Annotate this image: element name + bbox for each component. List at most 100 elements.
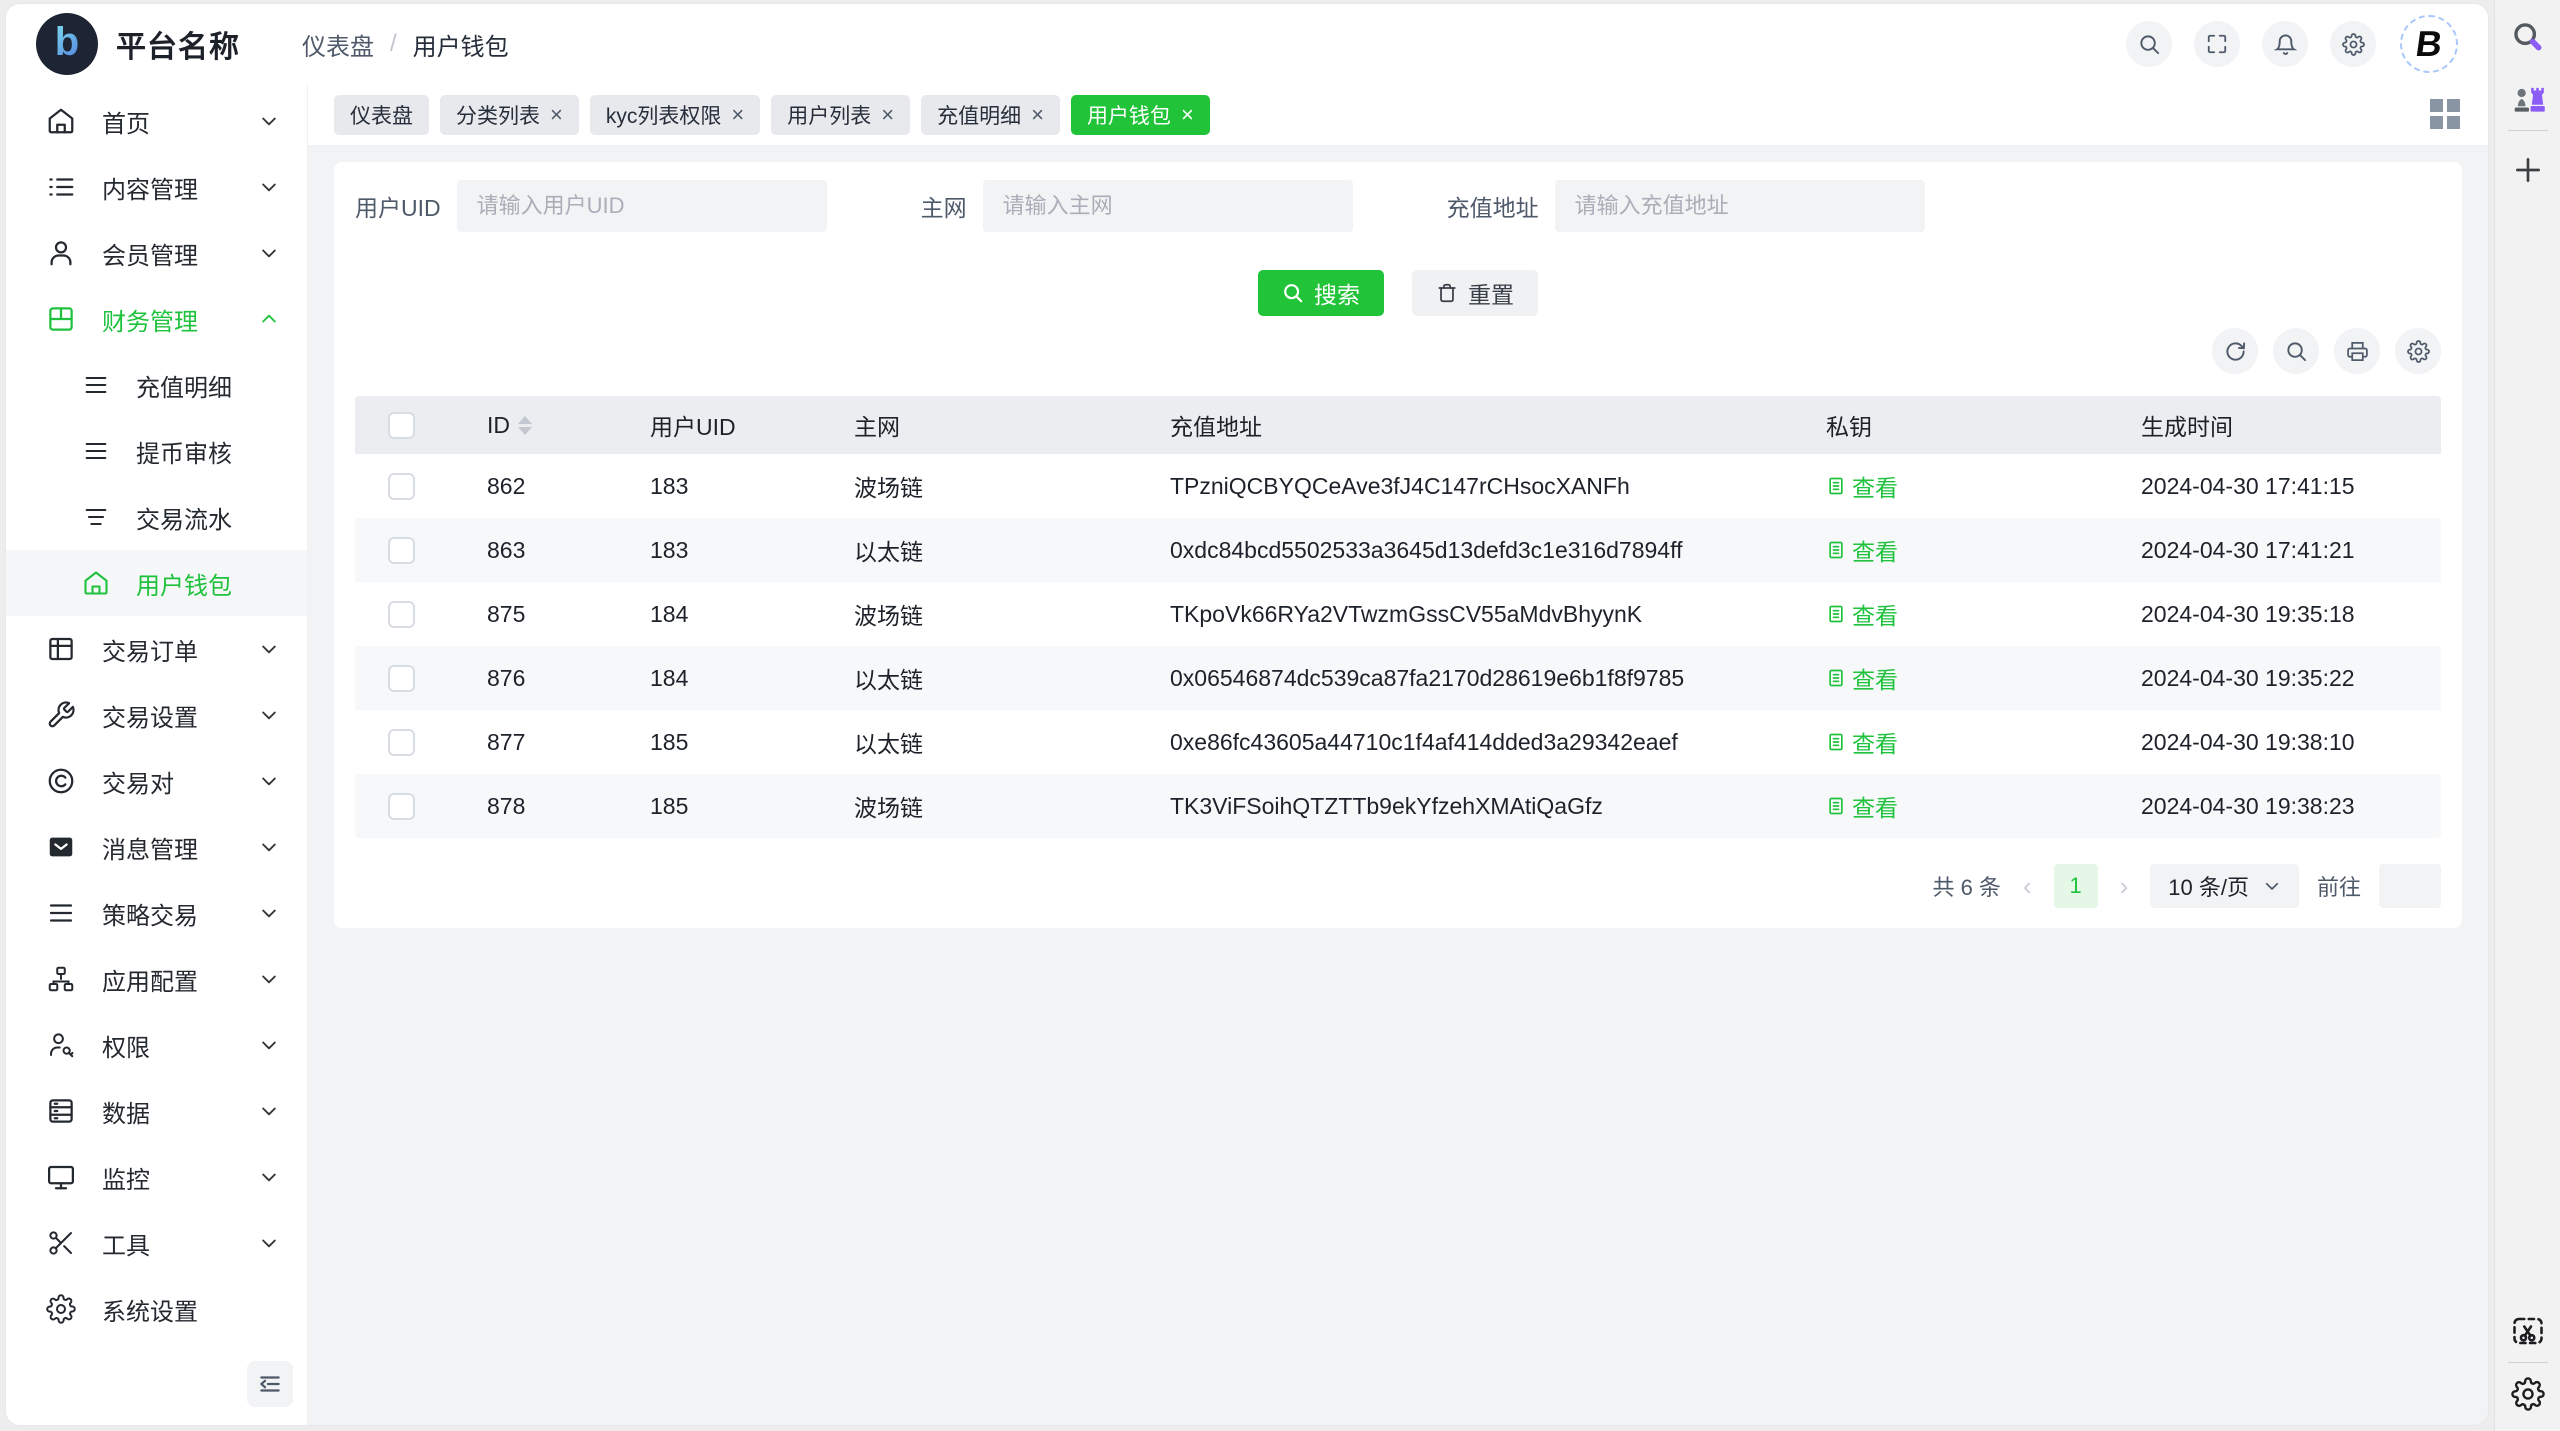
reset-button[interactable]: 重置 (1412, 270, 1538, 316)
next-page-button[interactable]: › (2119, 870, 2129, 901)
tab-kyc-list-perms[interactable]: kyc列表权限 × (589, 94, 761, 135)
close-icon[interactable]: × (550, 101, 563, 127)
col-id[interactable]: ID (487, 411, 510, 438)
doc-icon (1826, 540, 1846, 560)
sidebar-item-data[interactable]: 数据 (6, 1078, 307, 1144)
sidebar-item-recharge-detail[interactable]: 充值明细 (6, 352, 307, 418)
tab-category-list[interactable]: 分类列表 × (440, 94, 579, 135)
row-checkbox[interactable] (387, 792, 415, 820)
user-avatar[interactable]: B (2400, 15, 2458, 73)
avatar-letter: B (2413, 23, 2445, 64)
strip-settings-button[interactable] (2505, 1371, 2551, 1417)
chevron-down-icon (259, 1233, 279, 1253)
chevron-down-icon (259, 177, 279, 197)
row-checkbox[interactable] (387, 600, 415, 628)
refresh-button[interactable] (2212, 328, 2258, 374)
notifications-button[interactable] (2262, 21, 2308, 67)
sidebar-item-permissions[interactable]: 权限 (6, 1012, 307, 1078)
tabbar: 仪表盘 分类列表 × kyc列表权限 × 用户列表 × 充值明细 × 用户钱包 × (308, 84, 2488, 146)
select-all-checkbox[interactable] (387, 411, 415, 439)
sidebar-collapse-button[interactable] (247, 1361, 293, 1407)
sidebar-item-message-mgmt[interactable]: 消息管理 (6, 814, 307, 880)
app-window: b 平台名称 仪表盘 / 用户钱包 B 首页 内容管理 (6, 4, 2488, 1425)
address-filter-input[interactable] (1554, 180, 1925, 232)
wrench-icon (46, 700, 76, 730)
tab-user-list[interactable]: 用户列表 × (771, 94, 911, 135)
sidebar-item-strategy-trade[interactable]: 策略交易 (6, 880, 307, 946)
gear-icon (46, 1294, 76, 1324)
settings-button[interactable] (2330, 21, 2376, 67)
page-size-select[interactable]: 10 条/页 (2150, 864, 2299, 908)
view-private-key-link[interactable]: 查看 (1826, 469, 1898, 503)
sidebar-item-trade-orders[interactable]: 交易订单 (6, 616, 307, 682)
sidebar-item-monitoring[interactable]: 监控 (6, 1144, 307, 1210)
sidebar-item-system-settings[interactable]: 系统设置 (6, 1276, 307, 1342)
page-number-button[interactable]: 1 (2053, 864, 2098, 908)
view-private-key-link[interactable]: 查看 (1826, 789, 1898, 823)
fullscreen-button[interactable] (2194, 21, 2240, 67)
tab-actions-grid-icon[interactable] (2430, 98, 2462, 131)
view-private-key-link[interactable]: 查看 (1826, 661, 1898, 695)
chevron-down-icon (259, 1167, 279, 1187)
uid-filter-input[interactable] (456, 180, 827, 232)
sidebar-item-trade-pairs[interactable]: 交易对 (6, 748, 307, 814)
bell-icon (2274, 33, 2297, 56)
view-private-key-link[interactable]: 查看 (1826, 597, 1898, 631)
action-row: 搜索 重置 (355, 270, 2441, 316)
header-search-button[interactable] (2126, 21, 2172, 67)
tab-recharge-detail[interactable]: 充值明细 × (921, 94, 1060, 135)
strip-snip-button[interactable] (2505, 1308, 2551, 1354)
mail-icon (46, 832, 76, 862)
tab-user-wallet[interactable]: 用户钱包 × (1070, 94, 1210, 135)
strip-chess-button[interactable] (2505, 76, 2551, 122)
breadcrumb-current: 用户钱包 (412, 33, 509, 61)
network-filter-input[interactable] (982, 180, 1353, 232)
close-icon[interactable]: × (881, 101, 895, 127)
sidebar-item-home[interactable]: 首页 (6, 88, 307, 154)
user-icon (46, 238, 76, 268)
sidebar-item-withdraw-review[interactable]: 提币审核 (6, 418, 307, 484)
sort-carets-icon[interactable] (518, 415, 532, 435)
print-button[interactable] (2334, 328, 2380, 374)
row-checkbox[interactable] (387, 536, 415, 564)
row-checkbox[interactable] (387, 472, 415, 500)
table-row: 876 184 以太链 0x06546874dc539ca87fa2170d28… (355, 646, 2441, 710)
sidebar-item-content-mgmt[interactable]: 内容管理 (6, 154, 307, 220)
sidebar-item-finance-mgmt[interactable]: 财务管理 (6, 286, 307, 352)
close-icon[interactable]: × (1031, 101, 1044, 127)
chevron-down-icon (259, 969, 279, 989)
sidebar-item-member-mgmt[interactable]: 会员管理 (6, 220, 307, 286)
tab-dashboard[interactable]: 仪表盘 (334, 94, 429, 135)
sidebar-item-tools[interactable]: 工具 (6, 1210, 307, 1276)
breadcrumb-root[interactable]: 仪表盘 (302, 33, 374, 61)
column-settings-button[interactable] (2395, 328, 2441, 374)
sidebar-item-transaction-flow[interactable]: 交易流水 (6, 484, 307, 550)
gear-icon (2342, 33, 2365, 56)
sidebar-item-trade-settings[interactable]: 交易设置 (6, 682, 307, 748)
sidebar-item-user-wallet[interactable]: 用户钱包 (6, 550, 307, 616)
chevron-down-icon (259, 111, 279, 131)
strip-add-button[interactable] (2505, 147, 2551, 193)
row-checkbox[interactable] (387, 728, 415, 756)
goto-page-input[interactable] (2379, 864, 2441, 908)
strip-search-button[interactable] (2505, 14, 2551, 60)
row-checkbox[interactable] (387, 664, 415, 692)
view-private-key-link[interactable]: 查看 (1826, 725, 1898, 759)
home-icon (82, 569, 110, 597)
wallet-table: ID 用户UID 主网 充值地址 私钥 生成时间 862 183 (355, 396, 2441, 838)
chevron-down-icon (259, 1101, 279, 1121)
prev-page-button[interactable]: ‹ (2022, 870, 2032, 901)
close-icon[interactable]: × (1180, 101, 1194, 127)
sidebar-item-app-config[interactable]: 应用配置 (6, 946, 307, 1012)
table-search-button[interactable] (2273, 328, 2319, 374)
view-private-key-link[interactable]: 查看 (1826, 533, 1898, 567)
sort-icon (82, 503, 110, 531)
chevron-down-icon (259, 1035, 279, 1055)
col-created-at: 生成时间 (2141, 414, 2233, 440)
home-icon (46, 106, 76, 136)
browser-side-strip (2494, 0, 2560, 1431)
search-button[interactable]: 搜索 (1258, 270, 1384, 316)
monitor-icon (46, 1162, 76, 1192)
close-icon[interactable]: × (731, 101, 745, 127)
table-icon (46, 634, 76, 664)
